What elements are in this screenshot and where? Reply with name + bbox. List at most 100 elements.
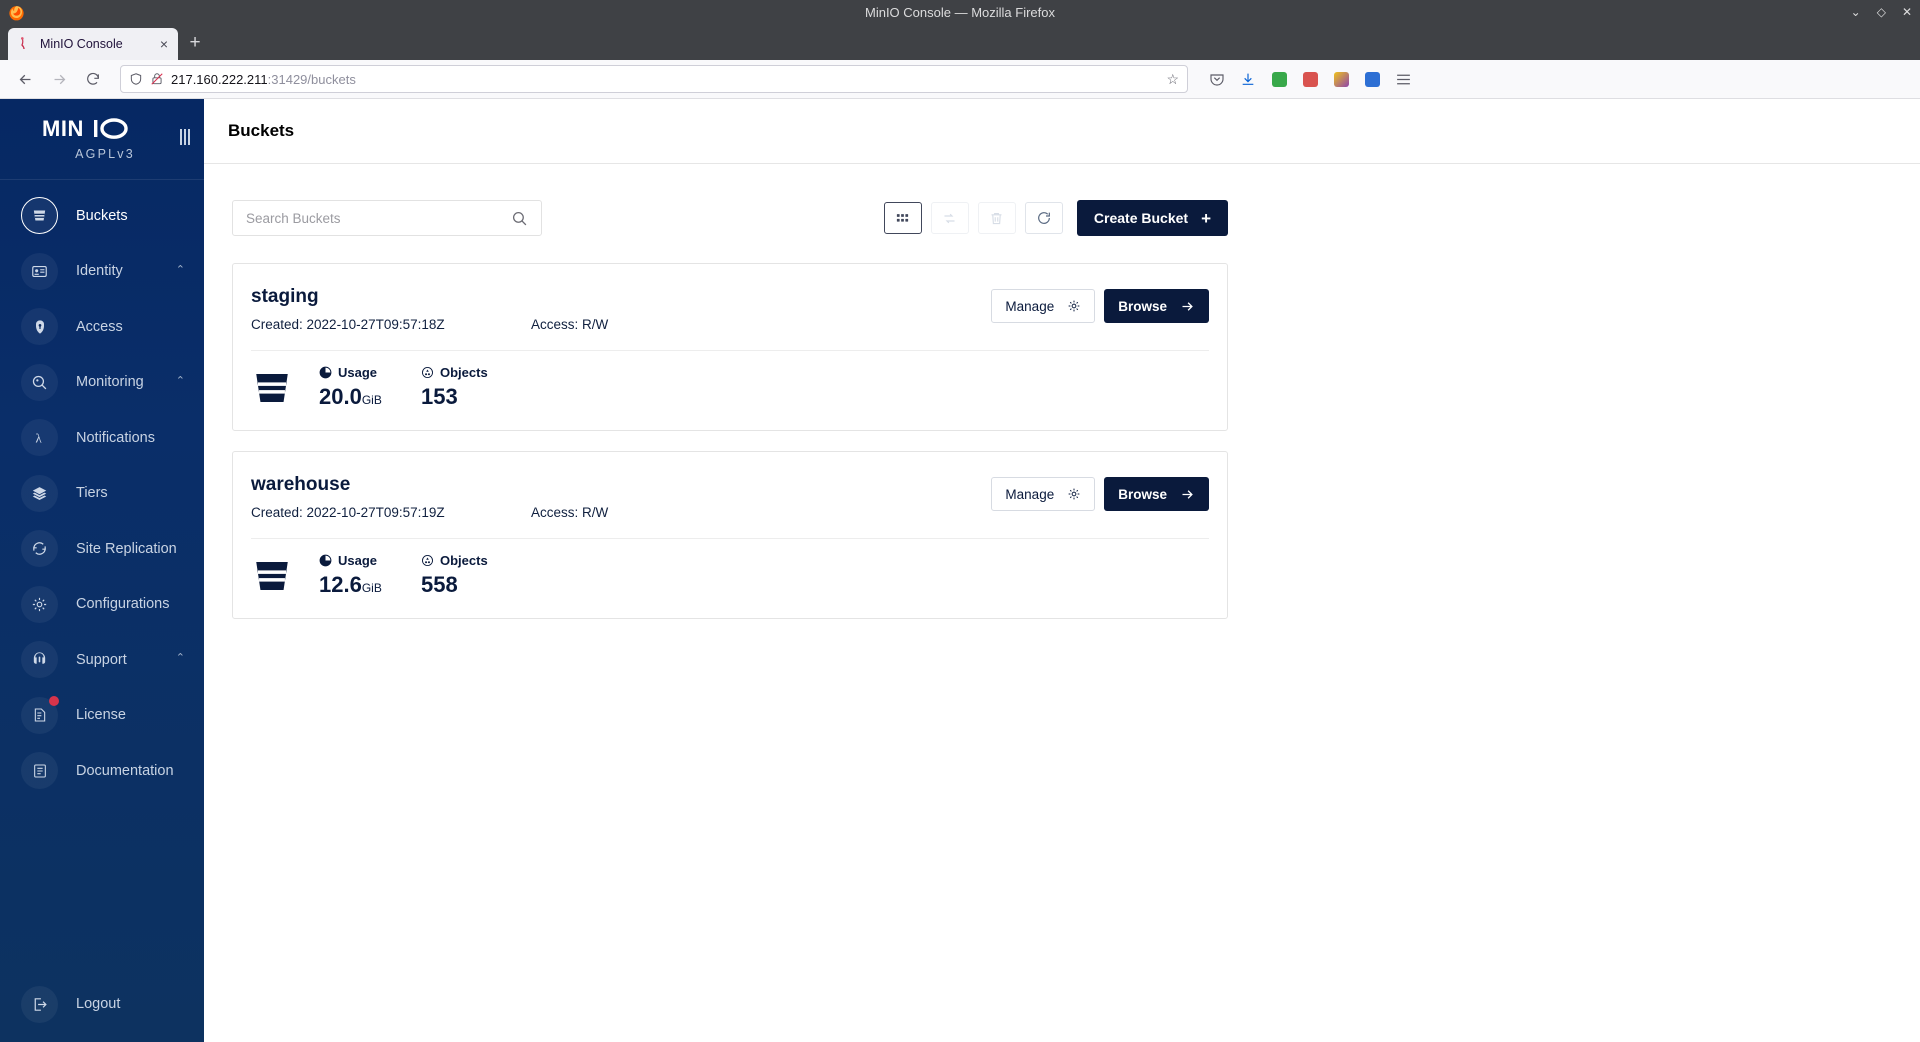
replication-icon: [21, 530, 58, 568]
sidebar-footer: Logout: [0, 977, 204, 1042]
window-titlebar: MinIO Console — Mozilla Firefox ⌄ ◇ ✕: [0, 0, 1920, 24]
browse-label: Browse: [1118, 486, 1167, 502]
maximize-button[interactable]: ◇: [1876, 5, 1886, 19]
downloads-icon[interactable]: [1237, 68, 1259, 90]
card-separator: [251, 538, 1209, 539]
bucket-created: Created: 2022-10-27T09:57:19Z: [251, 505, 445, 520]
extension-green-icon[interactable]: [1268, 68, 1290, 90]
browse-button[interactable]: Browse: [1104, 477, 1209, 511]
sync-button[interactable]: [930, 202, 969, 234]
svg-text:λ: λ: [35, 431, 42, 445]
usage-stat: Usage 12.6GiB: [319, 553, 395, 598]
collapse-menu-button[interactable]: [180, 129, 190, 145]
sidebar-label: Site Replication: [76, 540, 177, 557]
minimize-button[interactable]: ⌄: [1850, 5, 1861, 19]
sidebar-label: Documentation: [76, 762, 174, 779]
chevron-up-icon[interactable]: ⌃: [175, 652, 185, 665]
sidebar-label: Logout: [76, 996, 121, 1013]
grid-view-button[interactable]: [883, 202, 922, 234]
bucket-name: warehouse: [251, 474, 351, 495]
window-title: MinIO Console — Mozilla Firefox: [865, 4, 1055, 20]
sidebar-item-support[interactable]: Support ⌃: [0, 632, 204, 688]
url-host: 217.160.222.211:31429/buckets: [171, 71, 356, 87]
shield-icon: [130, 73, 142, 85]
sidebar-item-notifications[interactable]: λ Notifications: [0, 410, 204, 466]
sidebar-label: License: [76, 707, 126, 724]
sidebar-menu: Buckets Identity ⌃: [0, 188, 204, 977]
chevron-up-icon[interactable]: ⌃: [175, 263, 185, 276]
sidebar-divider: [0, 179, 204, 180]
objects-value: 558: [421, 572, 458, 597]
pocket-icon[interactable]: [1206, 68, 1228, 90]
sidebar-item-documentation[interactable]: Documentation: [0, 743, 204, 799]
manage-button[interactable]: Manage: [991, 289, 1096, 323]
sidebar-label: Tiers: [76, 485, 108, 502]
bucket-card[interactable]: staging Created: 2022-10-27T09:57:18Z Ac…: [232, 263, 1228, 431]
sidebar-item-access[interactable]: Access: [0, 299, 204, 355]
back-button[interactable]: [10, 64, 40, 94]
browser-navbar: 217.160.222.211:31429/buckets ☆: [0, 60, 1920, 99]
sidebar-item-identity[interactable]: Identity ⌃: [0, 244, 204, 300]
report-icon: [422, 555, 433, 566]
magnifier-icon: [21, 363, 58, 401]
main-content: Buckets: [204, 99, 1920, 1042]
gear-icon: [1068, 488, 1080, 500]
lock-crossed-icon: [151, 73, 163, 85]
firefox-logo-icon: [9, 6, 24, 21]
minio-favicon-icon: [21, 37, 25, 50]
plus-icon: +: [1201, 208, 1211, 228]
manage-label: Manage: [1005, 486, 1055, 502]
chevron-up-icon[interactable]: ⌃: [175, 374, 185, 387]
new-tab-button[interactable]: +: [189, 32, 201, 53]
bucket-created: Created: 2022-10-27T09:57:18Z: [251, 317, 445, 332]
page-header: Buckets: [204, 99, 1920, 164]
tab-strip: MinIO Console × +: [0, 24, 1920, 60]
app-menu-button[interactable]: [1392, 68, 1414, 90]
sidebar-item-configurations[interactable]: Configurations: [0, 577, 204, 633]
manage-button[interactable]: Manage: [991, 477, 1096, 511]
extension-blue-icon[interactable]: [1361, 68, 1383, 90]
tab-close-icon[interactable]: ×: [159, 36, 168, 52]
bucket-icon: [256, 561, 288, 590]
sidebar-label: Configurations: [76, 596, 170, 613]
sync-icon: [944, 213, 955, 223]
extension-orange-icon[interactable]: [1299, 68, 1321, 90]
sidebar-item-license[interactable]: License: [0, 688, 204, 744]
search-input[interactable]: [246, 210, 511, 226]
sidebar-item-tiers[interactable]: Tiers: [0, 466, 204, 522]
create-bucket-button[interactable]: Create Bucket +: [1076, 200, 1228, 236]
search-buckets-field[interactable]: [232, 200, 542, 236]
report-icon: [422, 367, 433, 378]
reload-button[interactable]: [78, 64, 108, 94]
manage-label: Manage: [1005, 298, 1055, 314]
refresh-button[interactable]: [1024, 202, 1063, 234]
bucket-list: staging Created: 2022-10-27T09:57:18Z Ac…: [232, 263, 1228, 619]
identity-card-icon: [21, 252, 58, 290]
sidebar-label: Monitoring: [76, 374, 144, 391]
bookmark-star-icon[interactable]: ☆: [1166, 70, 1179, 87]
refresh-icon: [1037, 212, 1050, 224]
objects-value: 153: [421, 384, 458, 409]
minio-logo: MIN: [0, 117, 204, 141]
sidebar-item-site-replication[interactable]: Site Replication: [0, 521, 204, 577]
sidebar-item-buckets[interactable]: Buckets: [0, 188, 204, 244]
tab-minio-console[interactable]: MinIO Console ×: [8, 28, 178, 60]
forward-button[interactable]: [44, 64, 74, 94]
minio-logo-icon: MIN: [42, 117, 128, 141]
arrow-right-icon: [1182, 301, 1193, 311]
browse-button[interactable]: Browse: [1104, 289, 1209, 323]
extension-palette-icon[interactable]: [1330, 68, 1352, 90]
bucket-card[interactable]: warehouse Created: 2022-10-27T09:57:19Z …: [232, 451, 1228, 619]
usage-label: Usage: [338, 365, 378, 380]
delete-button[interactable]: [977, 202, 1016, 234]
url-bar[interactable]: 217.160.222.211:31429/buckets ☆: [120, 65, 1188, 93]
trash-icon: [991, 212, 1002, 224]
grid-icon: [897, 213, 909, 222]
usage-value: 12.6GiB: [319, 572, 382, 597]
sidebar-label: Buckets: [76, 207, 128, 224]
support-headset-icon: [21, 641, 58, 679]
sidebar-item-monitoring[interactable]: Monitoring ⌃: [0, 355, 204, 411]
sidebar-label: Identity: [76, 263, 123, 280]
sidebar-item-logout[interactable]: Logout: [0, 977, 204, 1033]
close-window-button[interactable]: ✕: [1901, 5, 1912, 19]
